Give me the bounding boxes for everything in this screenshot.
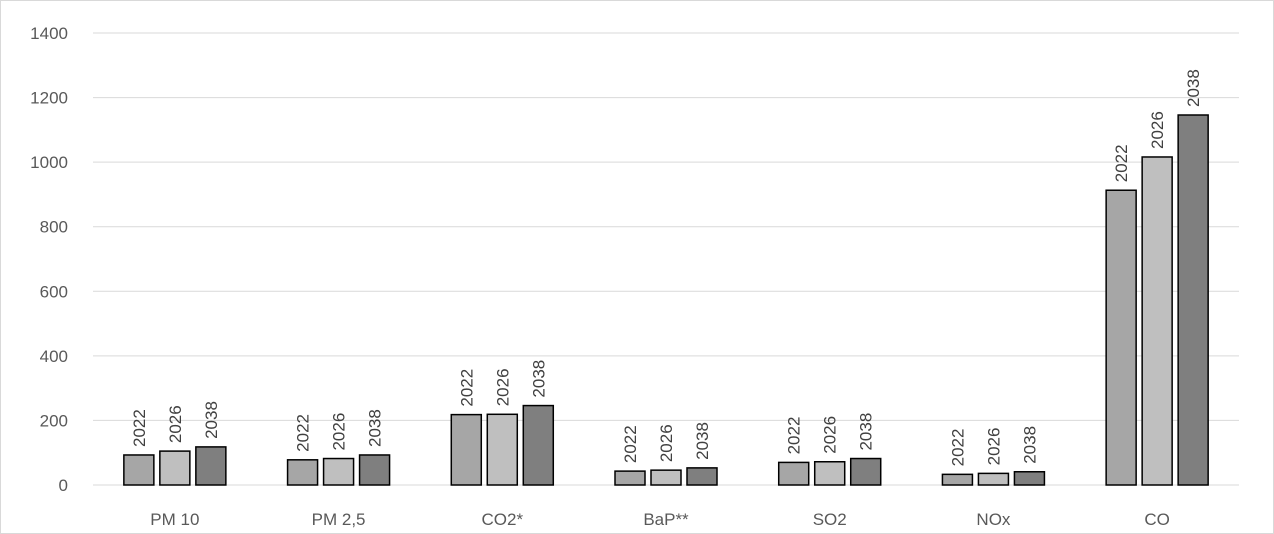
bar xyxy=(777,461,810,486)
bar xyxy=(358,454,391,486)
x-tick-label: PM 2,5 xyxy=(312,510,366,529)
bar xyxy=(941,473,974,486)
bar xyxy=(322,457,355,486)
bar xyxy=(286,459,319,486)
y-tick-label: 200 xyxy=(40,411,68,430)
bar xyxy=(1141,156,1173,486)
bar-data-label: 2026 xyxy=(493,368,512,406)
bar-data-label: 2038 xyxy=(1020,426,1039,464)
bar xyxy=(813,461,846,486)
y-tick-label: 1200 xyxy=(30,89,68,108)
bar xyxy=(614,470,646,486)
bar-data-label: 2022 xyxy=(785,417,804,455)
bar xyxy=(686,467,718,486)
bar-data-label: 2022 xyxy=(294,414,313,452)
bar-data-label: 2038 xyxy=(366,409,385,447)
bar-data-label: 2026 xyxy=(657,424,676,462)
x-axis-tick-labels: PM 10 PM 2,5 CO2* BaP** SO2 NOx CO xyxy=(150,510,1170,529)
bar-data-label: 2038 xyxy=(693,422,712,460)
bar-data-label: 2038 xyxy=(1184,69,1203,107)
bar xyxy=(522,404,555,486)
bar xyxy=(977,472,1010,486)
bar xyxy=(650,469,682,486)
y-tick-label: 800 xyxy=(40,218,68,237)
x-tick-label: NOx xyxy=(976,510,1011,529)
bar xyxy=(486,413,519,486)
x-tick-label: PM 10 xyxy=(150,510,199,529)
bar xyxy=(195,446,227,486)
bar-data-label: 2026 xyxy=(821,416,840,454)
bar-data-label: 2026 xyxy=(330,413,349,451)
bar-data-label: 2022 xyxy=(621,425,640,463)
bar xyxy=(450,413,483,486)
bars xyxy=(123,114,1209,486)
bar xyxy=(159,450,191,486)
x-tick-label: BaP** xyxy=(643,510,689,529)
bar xyxy=(1105,189,1137,486)
x-tick-label: SO2 xyxy=(813,510,847,529)
x-tick-label: CO xyxy=(1144,510,1170,529)
bar-data-label: 2022 xyxy=(130,409,149,447)
y-tick-label: 1000 xyxy=(30,153,68,172)
y-axis-tick-labels: 0 200 400 600 800 1000 1200 1400 xyxy=(30,24,68,495)
x-tick-label: CO2* xyxy=(481,510,523,529)
bar xyxy=(123,454,155,486)
y-tick-label: 600 xyxy=(40,282,68,301)
bar-data-label: 2022 xyxy=(1112,144,1131,182)
gridlines xyxy=(93,32,1239,486)
bar-data-label: 2022 xyxy=(948,429,967,467)
bar-data-label: 2038 xyxy=(857,413,876,451)
bar-data-label: 2026 xyxy=(1148,111,1167,149)
bar-data-label: 2038 xyxy=(529,360,548,398)
bar-data-label: 2022 xyxy=(457,369,476,407)
bar-data-label: 2026 xyxy=(166,405,185,443)
bar-data-label: 2026 xyxy=(984,428,1003,466)
bar xyxy=(849,457,882,486)
y-tick-label: 400 xyxy=(40,347,68,366)
y-tick-label: 0 xyxy=(59,476,68,495)
bar-data-labels: 2022 2026 2038 2022 2026 2038 2022 2026 2038 2022… xyxy=(130,69,1203,466)
bar xyxy=(1013,471,1046,486)
bar-data-label: 2038 xyxy=(202,401,221,439)
y-tick-label: 1400 xyxy=(30,24,68,43)
bar xyxy=(1177,114,1209,486)
